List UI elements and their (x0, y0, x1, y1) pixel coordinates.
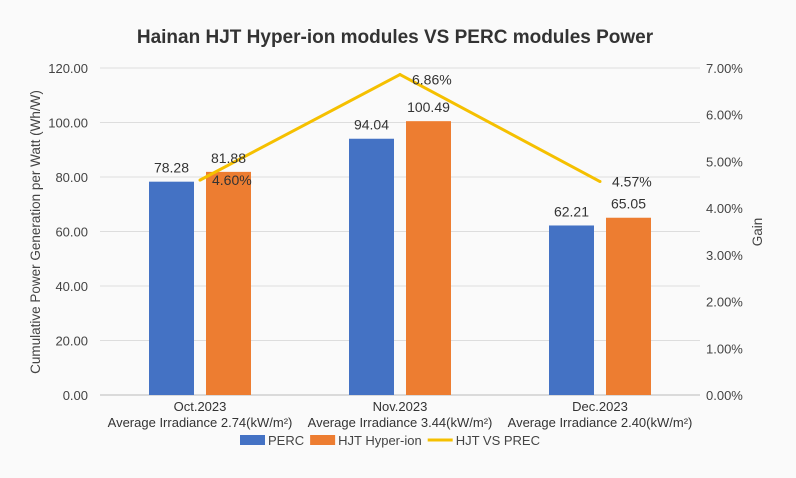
bar-value-label: 81.88 (211, 150, 246, 166)
y2-tick-label: 2.00% (706, 295, 743, 310)
y-tick-label: 100.00 (48, 116, 88, 131)
legend-label: HJT VS PREC (456, 433, 540, 448)
x-tick-label: Oct.2023 (174, 399, 227, 414)
legend-label: HJT Hyper-ion (338, 433, 422, 448)
legend: PERC HJT Hyper-ion HJT VS PREC (240, 433, 540, 448)
y2-tick-label: 0.00% (706, 388, 743, 403)
line-value-label: 4.57% (612, 174, 652, 190)
bar-hjt-hyper-ion (206, 171, 251, 395)
y2-tick-label: 7.00% (706, 61, 743, 76)
y-tick-label: 120.00 (48, 61, 88, 76)
bar-value-label: 65.05 (611, 196, 646, 212)
line-point (598, 180, 602, 184)
x-tick-sublabel: Average Irradiance 2.74(kW/m²) (108, 415, 293, 430)
x-tick-label: Nov.2023 (373, 399, 428, 414)
line-series (199, 72, 601, 183)
x-tick-sublabel: Average Irradiance 3.44(kW/m²) (308, 415, 493, 430)
x-tick-sublabel: Average Irradiance 2.40(kW/m²) (508, 415, 693, 430)
gain-line (198, 72, 602, 184)
gridlines (100, 67, 700, 396)
legend-label: PERC (268, 433, 304, 448)
line-value-label: 6.86% (412, 72, 452, 88)
y-tick-label: 40.00 (55, 279, 88, 294)
bar-value-label: 100.49 (407, 99, 450, 115)
y2-tick-label: 3.00% (706, 248, 743, 263)
y2-tick-label: 4.00% (706, 201, 743, 216)
line-point (398, 73, 402, 77)
bar-hjt-hyper-ion (606, 217, 651, 395)
y2-tick-label: 1.00% (706, 341, 743, 356)
bar-perc (149, 181, 194, 395)
chart-title: Hainan HJT Hyper-ion modules VS PERC mod… (137, 27, 654, 48)
bar-perc (549, 225, 594, 395)
y-tick-label: 60.00 (55, 225, 88, 240)
bar-value-label: 62.21 (554, 203, 589, 219)
line-point (198, 178, 202, 182)
bar-value-label: 78.28 (154, 160, 189, 176)
y2-tick-label: 6.00% (706, 108, 743, 123)
axes: 0.00 20.00 40.00 60.00 80.00 100.00 120.00 0.00… (48, 61, 743, 430)
y-tick-label: 20.00 (55, 334, 88, 349)
bar-value-label: 94.04 (354, 117, 389, 133)
legend-swatch (240, 435, 265, 445)
legend-swatch (310, 435, 336, 445)
y-tick-label: 0.00 (63, 388, 88, 403)
y-tick-label: 80.00 (55, 170, 88, 185)
data-labels: 78.28 94.04 62.21 81.88 100.49 65.05 4.60% 6.86… (154, 72, 652, 220)
x-tick-label: Dec.2023 (572, 399, 628, 414)
y2-tick-label: 5.00% (706, 154, 743, 169)
line-value-label: 4.60% (212, 172, 252, 188)
bars (149, 121, 651, 396)
bar-perc (349, 138, 394, 395)
y2-axis-label: Gain (750, 218, 765, 247)
y-axis-label: Cumulative Power Generation per Watt (Wh… (28, 90, 43, 374)
bar-hjt-hyper-ion (406, 121, 451, 396)
